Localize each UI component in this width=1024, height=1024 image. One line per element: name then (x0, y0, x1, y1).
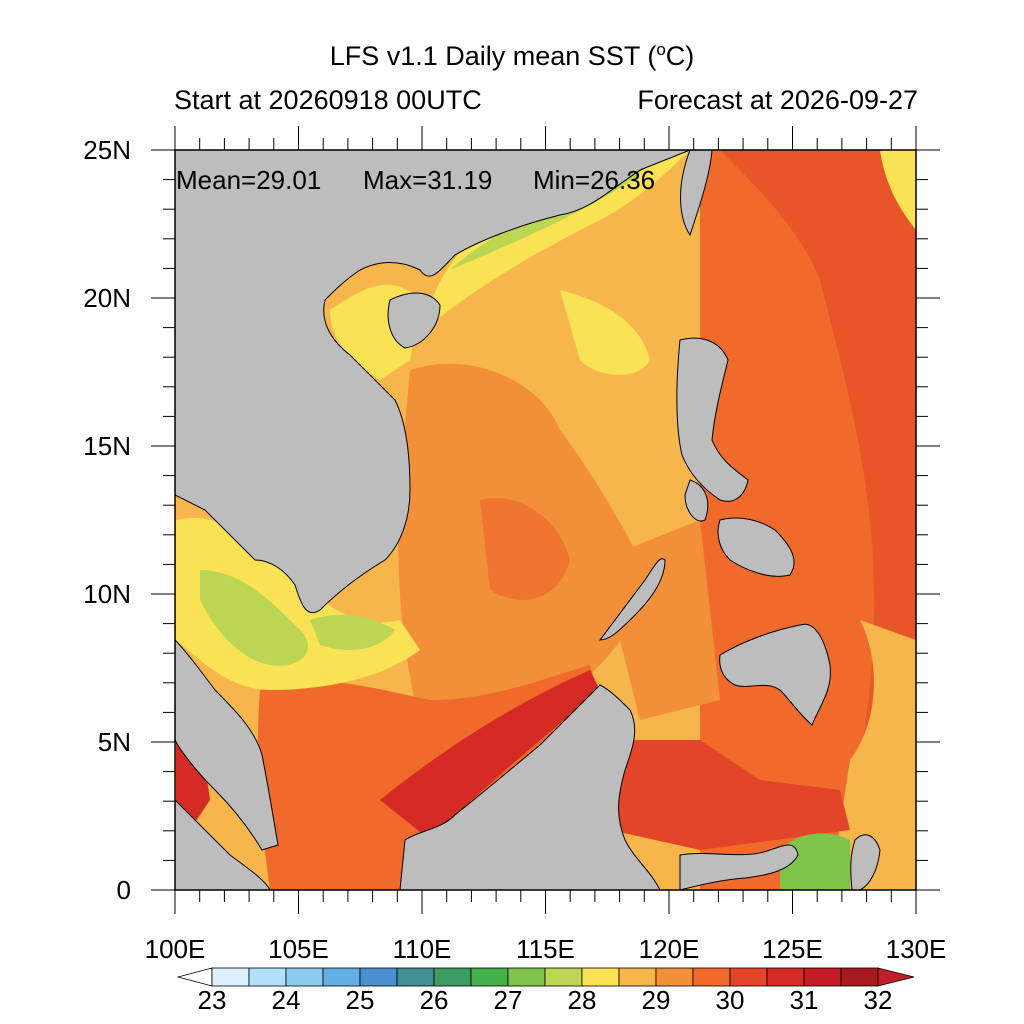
colorbar-label: 29 (642, 985, 671, 1015)
lon-tick-label: 100E (145, 934, 206, 964)
lon-tick-label: 115E (516, 934, 575, 964)
sst-warmer-pacific (720, 150, 916, 760)
stats-min: Min=26.36 (533, 165, 655, 195)
colorbar-box (581, 967, 620, 987)
sst-luzon-west-cool (560, 290, 650, 375)
lon-tick-label: 110E (393, 934, 452, 964)
luzon-island (676, 337, 749, 502)
sst-north-cool-band (425, 150, 690, 330)
colorbar-box (396, 967, 435, 987)
sst-borneo-coast-warm (380, 670, 600, 840)
colorbar-label: 27 (494, 985, 523, 1015)
sulawesi-north-arm (679, 844, 799, 890)
halmahera-island (850, 834, 881, 890)
hainan-island (387, 292, 441, 349)
sst-field (175, 150, 916, 890)
colorbar-box (211, 967, 250, 987)
lon-tick-label: 130E (886, 934, 947, 964)
colorbar-box (729, 967, 768, 987)
taiwan-island (680, 150, 713, 237)
mindoro-island (684, 479, 709, 522)
colorbar-box (433, 967, 472, 987)
sst-gulf-thailand-28 (200, 570, 309, 666)
colorbar-box (692, 967, 731, 987)
sst-cooler-pacific-south (830, 620, 916, 890)
colorbar-box (359, 967, 398, 987)
colorbar-box (766, 967, 805, 987)
colorbar-label: 28 (568, 985, 597, 1015)
stats-max: Max=31.19 (363, 165, 492, 195)
axis-ticks: 100E 105E 110E 115E 120E 125E 130E 0 5N 10N 15N 20N… (83, 126, 946, 964)
colorbar-label: 31 (790, 985, 819, 1015)
map-title: LFS v1.1 Daily mean SST (oC) (329, 40, 695, 71)
lat-tick-label: 5N (98, 727, 131, 757)
colorbar-high-end (877, 967, 915, 987)
colorbar-box (248, 967, 287, 987)
lon-tick-label: 105E (268, 934, 329, 964)
lon-tick-label: 120E (639, 934, 700, 964)
colorbar-box (322, 967, 361, 987)
colorbar-box (507, 967, 546, 987)
lon-tick-label: 125E (762, 934, 823, 964)
degree-superscript: o (656, 40, 666, 59)
lat-tick-label: 20N (83, 283, 131, 313)
malay-peninsula (175, 639, 279, 851)
colorbar-box (544, 967, 583, 987)
sst-sulu-area (600, 520, 720, 720)
lat-tick-label: 10N (83, 579, 131, 609)
colorbar-label: 25 (346, 985, 375, 1015)
mindanao-island (719, 623, 831, 726)
sumatra-island (175, 799, 271, 890)
colorbar-label: 24 (272, 985, 301, 1015)
colorbar-label: 26 (420, 985, 449, 1015)
asia-mainland (175, 150, 691, 613)
colorbar-box (655, 967, 694, 987)
lat-tick-label: 25N (83, 135, 131, 165)
colorbar: 23 24 25 26 27 28 29 30 31 32 (176, 967, 915, 1015)
sst-cool-northeast (880, 150, 916, 230)
colorbar-box (618, 967, 657, 987)
colorbar-box (470, 967, 509, 987)
colorbar-box (840, 967, 879, 987)
colorbar-label: 32 (864, 985, 893, 1015)
start-time-label: Start at 20260918 00UTC (174, 85, 482, 115)
colorbar-label: 30 (716, 985, 745, 1015)
land-masses (175, 150, 881, 890)
forecast-time-label: Forecast at 2026-09-27 (637, 85, 918, 115)
borneo-island (399, 684, 661, 890)
lat-tick-label: 0 (117, 875, 131, 905)
colorbar-label: 23 (198, 985, 227, 1015)
sst-halmahera-cool (780, 833, 850, 890)
colorbar-box (285, 967, 324, 987)
sst-mekong-shelf-28 (310, 614, 395, 650)
sst-central-warm-core (480, 498, 570, 600)
sst-celebes-warm (600, 740, 850, 850)
lat-tick-label: 15N (83, 431, 131, 461)
stats-mean: Mean=29.01 (176, 165, 321, 195)
palawan-island (598, 558, 666, 641)
visayas-islands (717, 517, 795, 577)
colorbar-box (803, 967, 842, 987)
colorbar-low-end (176, 967, 213, 987)
